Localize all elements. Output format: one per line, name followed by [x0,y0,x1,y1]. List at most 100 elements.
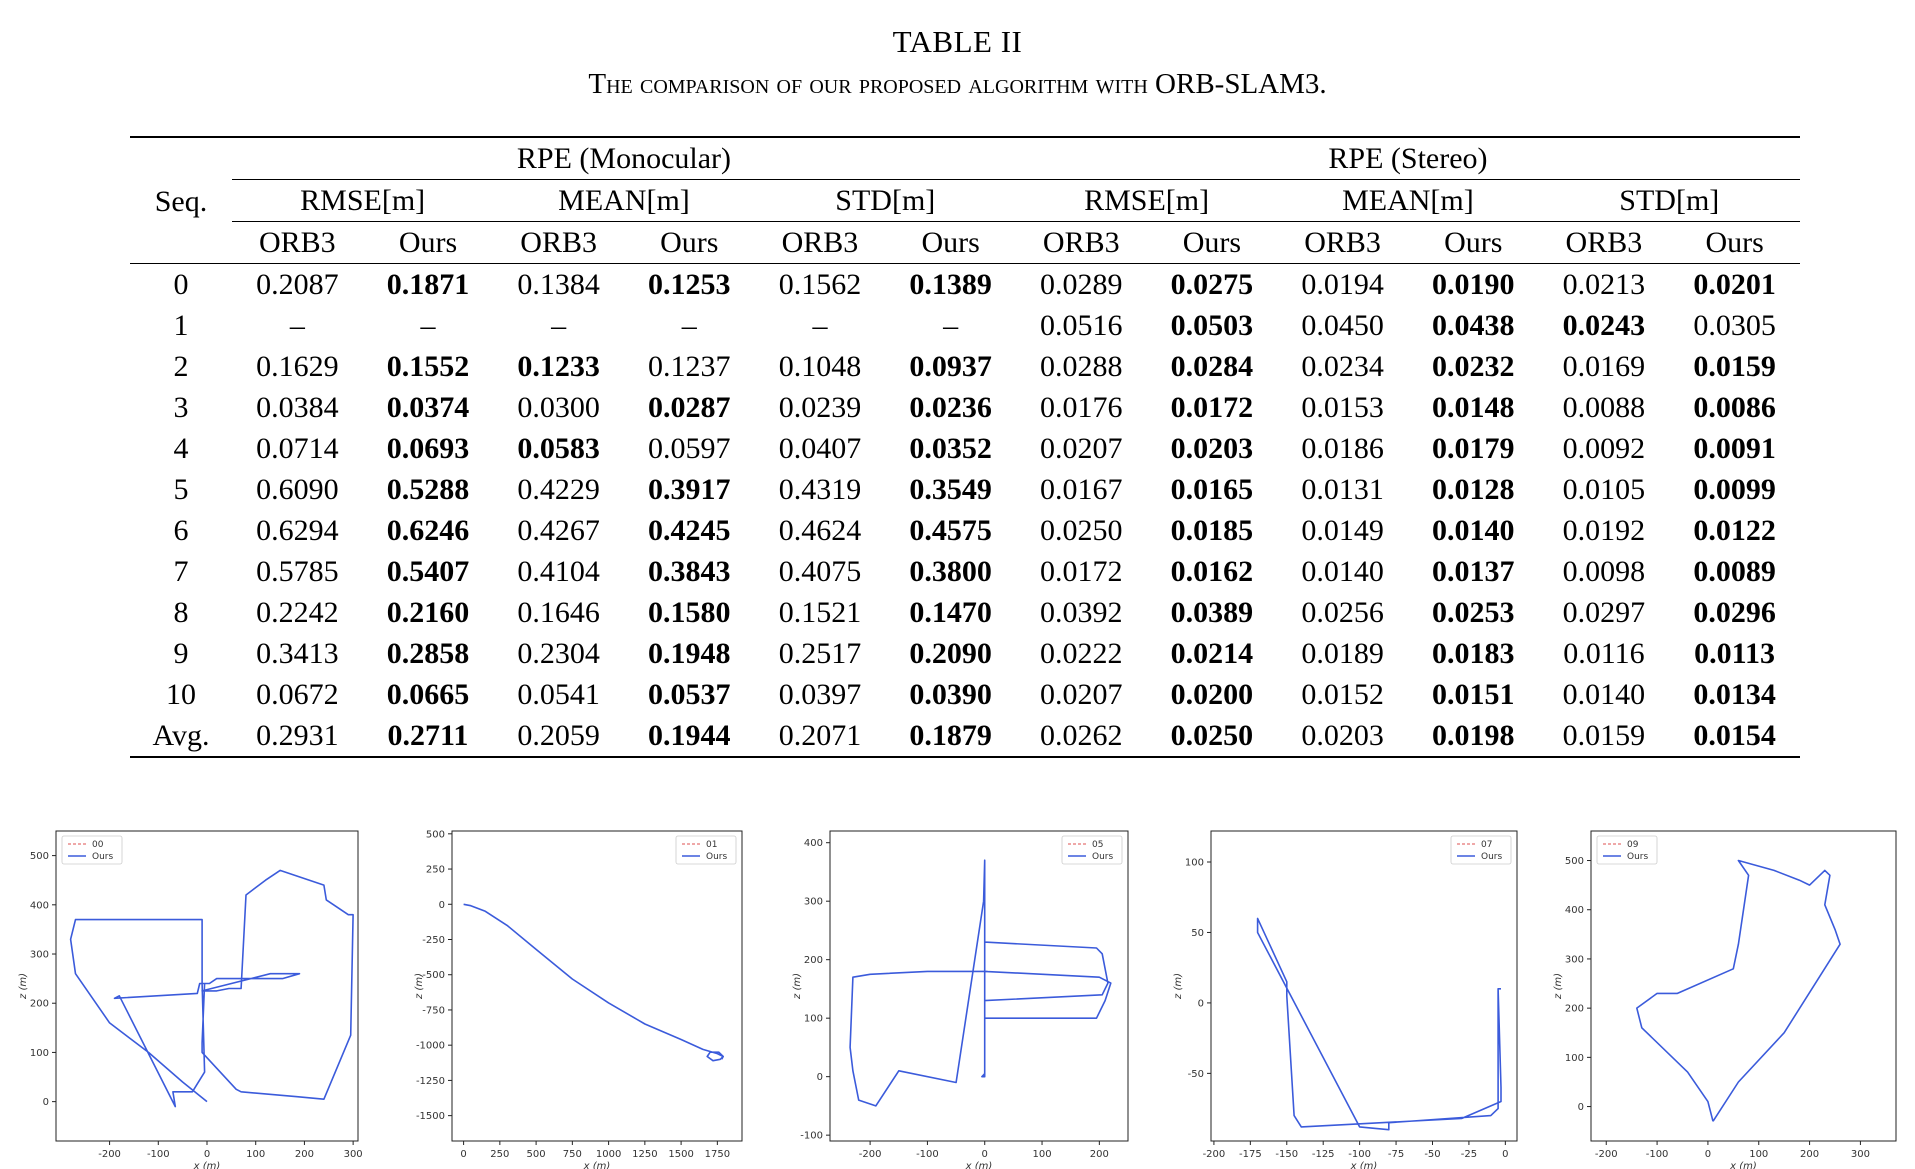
x-tick-label: -200 [1203,1149,1226,1160]
seq-cell: 4 [173,432,189,465]
table-row: 2 0.1629 0.1552 0.1233 0.1237 0.1048 0.0937 0.0… [130,346,1800,387]
value-cell: 0.0262 [1015,715,1147,758]
metric-header: MEAN[m] [493,179,755,222]
value-cell: 0.0397 [778,678,862,711]
value-cell: 0.0287 [648,391,731,424]
seq-cell: 5 [173,473,189,506]
x-axis-label: x (m) [193,1161,221,1169]
table-row: Avg. 0.2931 0.2711 0.2059 0.1944 0.2071 0.1879… [130,715,1800,758]
x-axis-label: x (m) [1350,1161,1378,1169]
value-cell: 0.0250 [1040,514,1123,547]
x-tick-label: 200 [295,1149,314,1160]
value-cell: 0.0198 [1407,715,1539,758]
axes-frame [1590,830,1897,1142]
plot-svg: -200 -100 0 100 200 -100 0 100 200 300 400 x (m) z (… [792,830,1129,1169]
table-row: 4 0.0714 0.0693 0.0583 0.0597 0.0407 0.0352 0.0… [130,428,1800,469]
seq-cell: 0 [173,268,189,301]
value-cell: 0.4624 [778,514,862,547]
legend-box [1450,835,1512,865]
value-cell: 0.0134 [1693,678,1776,711]
value-cell: 0.1470 [909,596,992,629]
value-cell: 0.0222 [1040,637,1123,670]
y-tick-label: -50 [1188,1069,1204,1080]
method-header: Ours [1669,221,1800,264]
value-cell: 0.0152 [1301,678,1384,711]
value-cell: 0.0137 [1431,555,1515,588]
value-cell: 0.0541 [517,678,600,711]
value-cell: 0.0207 [1040,432,1123,465]
y-tick-label: 300 [804,897,823,908]
value-cell: 0.1521 [778,596,862,629]
method-header: Ours [1407,221,1539,264]
value-cell: 0.2517 [778,637,862,670]
legend-box [1596,835,1658,865]
y-axis-label: z (m) [414,973,425,1000]
value-cell: 0.0185 [1170,514,1254,547]
seq-cell: 10 [166,678,196,711]
value-cell: 0.1879 [885,715,1016,758]
x-tick-label: -75 [1388,1149,1404,1160]
legend-label-gt: 07 [1481,840,1492,850]
x-tick-label: 1500 [668,1149,693,1160]
table-row: 7 0.5785 0.5407 0.4104 0.3843 0.4075 0.3800 0.0… [130,551,1800,592]
axes-frame [451,830,743,1142]
x-tick-label: 0 [1502,1149,1508,1160]
value-cell: 0.0297 [1562,596,1646,629]
y-tick-label: 0 [1578,1102,1584,1113]
value-cell: – [289,309,305,342]
value-cell: 0.0234 [1301,350,1384,383]
x-tick-label: -50 [1424,1149,1440,1160]
value-cell: 0.0172 [1040,555,1123,588]
value-cell: 0.0122 [1693,514,1776,547]
y-tick-label: 50 [1191,928,1204,939]
value-cell: 0.1629 [256,350,339,383]
x-tick-label: 0 [204,1149,210,1160]
value-cell: 0.0305 [1693,309,1776,342]
value-cell: 0.0154 [1669,715,1800,758]
x-tick-label: 750 [563,1149,582,1160]
plot-svg: -200 -100 0 100 200 300 0 100 200 300 400 500 x (m) z… [1553,830,1897,1169]
value-cell: 0.0693 [386,432,470,465]
x-tick-label: 0 [982,1149,988,1160]
value-cell: 0.0113 [1694,637,1776,670]
value-cell: 0.0153 [1301,391,1384,424]
value-cell: 0.1237 [648,350,731,383]
value-cell: 0.1580 [648,596,731,629]
seq-cell: 9 [173,637,189,670]
table-row: 1 – – – – – – 0.0516 0.0503 0.0450 0.0438 0.0243 0.0… [130,305,1800,346]
seq-cell: 2 [173,350,189,383]
value-cell: 0.2931 [232,715,363,758]
legend-label-gt: 05 [1092,840,1103,850]
value-cell: 0.3843 [648,555,731,588]
value-cell: 0.0089 [1693,555,1776,588]
metric-header-row: RMSE[m] MEAN[m] STD[m] RMSE[m] MEAN[m] STD[m] [130,179,1800,222]
y-tick-label: 400 [804,838,823,849]
value-cell: 0.5407 [386,555,470,588]
value-cell: 0.0092 [1562,432,1646,465]
value-cell: 0.2160 [386,596,470,629]
value-cell: 0.0190 [1431,268,1515,301]
x-tick-label: 200 [1090,1149,1109,1160]
x-tick-label: 200 [1800,1149,1819,1160]
x-tick-label: -125 [1312,1149,1335,1160]
seq-cell: 7 [173,555,189,588]
value-cell: 0.6246 [386,514,470,547]
value-cell: 0.0256 [1301,596,1384,629]
value-cell: 0.0296 [1693,596,1776,629]
value-cell: 0.0537 [648,678,731,711]
y-tick-label: 300 [1565,954,1584,965]
x-tick-label: 300 [344,1149,363,1160]
y-tick-label: 100 [1565,1053,1584,1064]
plot-svg: 0 250 500 750 1000 1250 1500 1750 500 250 0 -250 -50… [414,829,743,1169]
value-cell: 0.0159 [1538,715,1670,758]
value-cell: 0.0203 [1277,715,1408,758]
value-cell: 0.0098 [1562,555,1646,588]
value-cell: 0.0167 [1040,473,1123,506]
value-cell: 0.0583 [517,432,600,465]
value-cell: 0.0179 [1431,432,1515,465]
value-cell: 0.1948 [648,637,731,670]
value-cell: 0.0159 [1693,350,1776,383]
axes-frame [55,830,359,1142]
x-tick-label: -175 [1239,1149,1262,1160]
value-cell: 0.0516 [1040,309,1123,342]
